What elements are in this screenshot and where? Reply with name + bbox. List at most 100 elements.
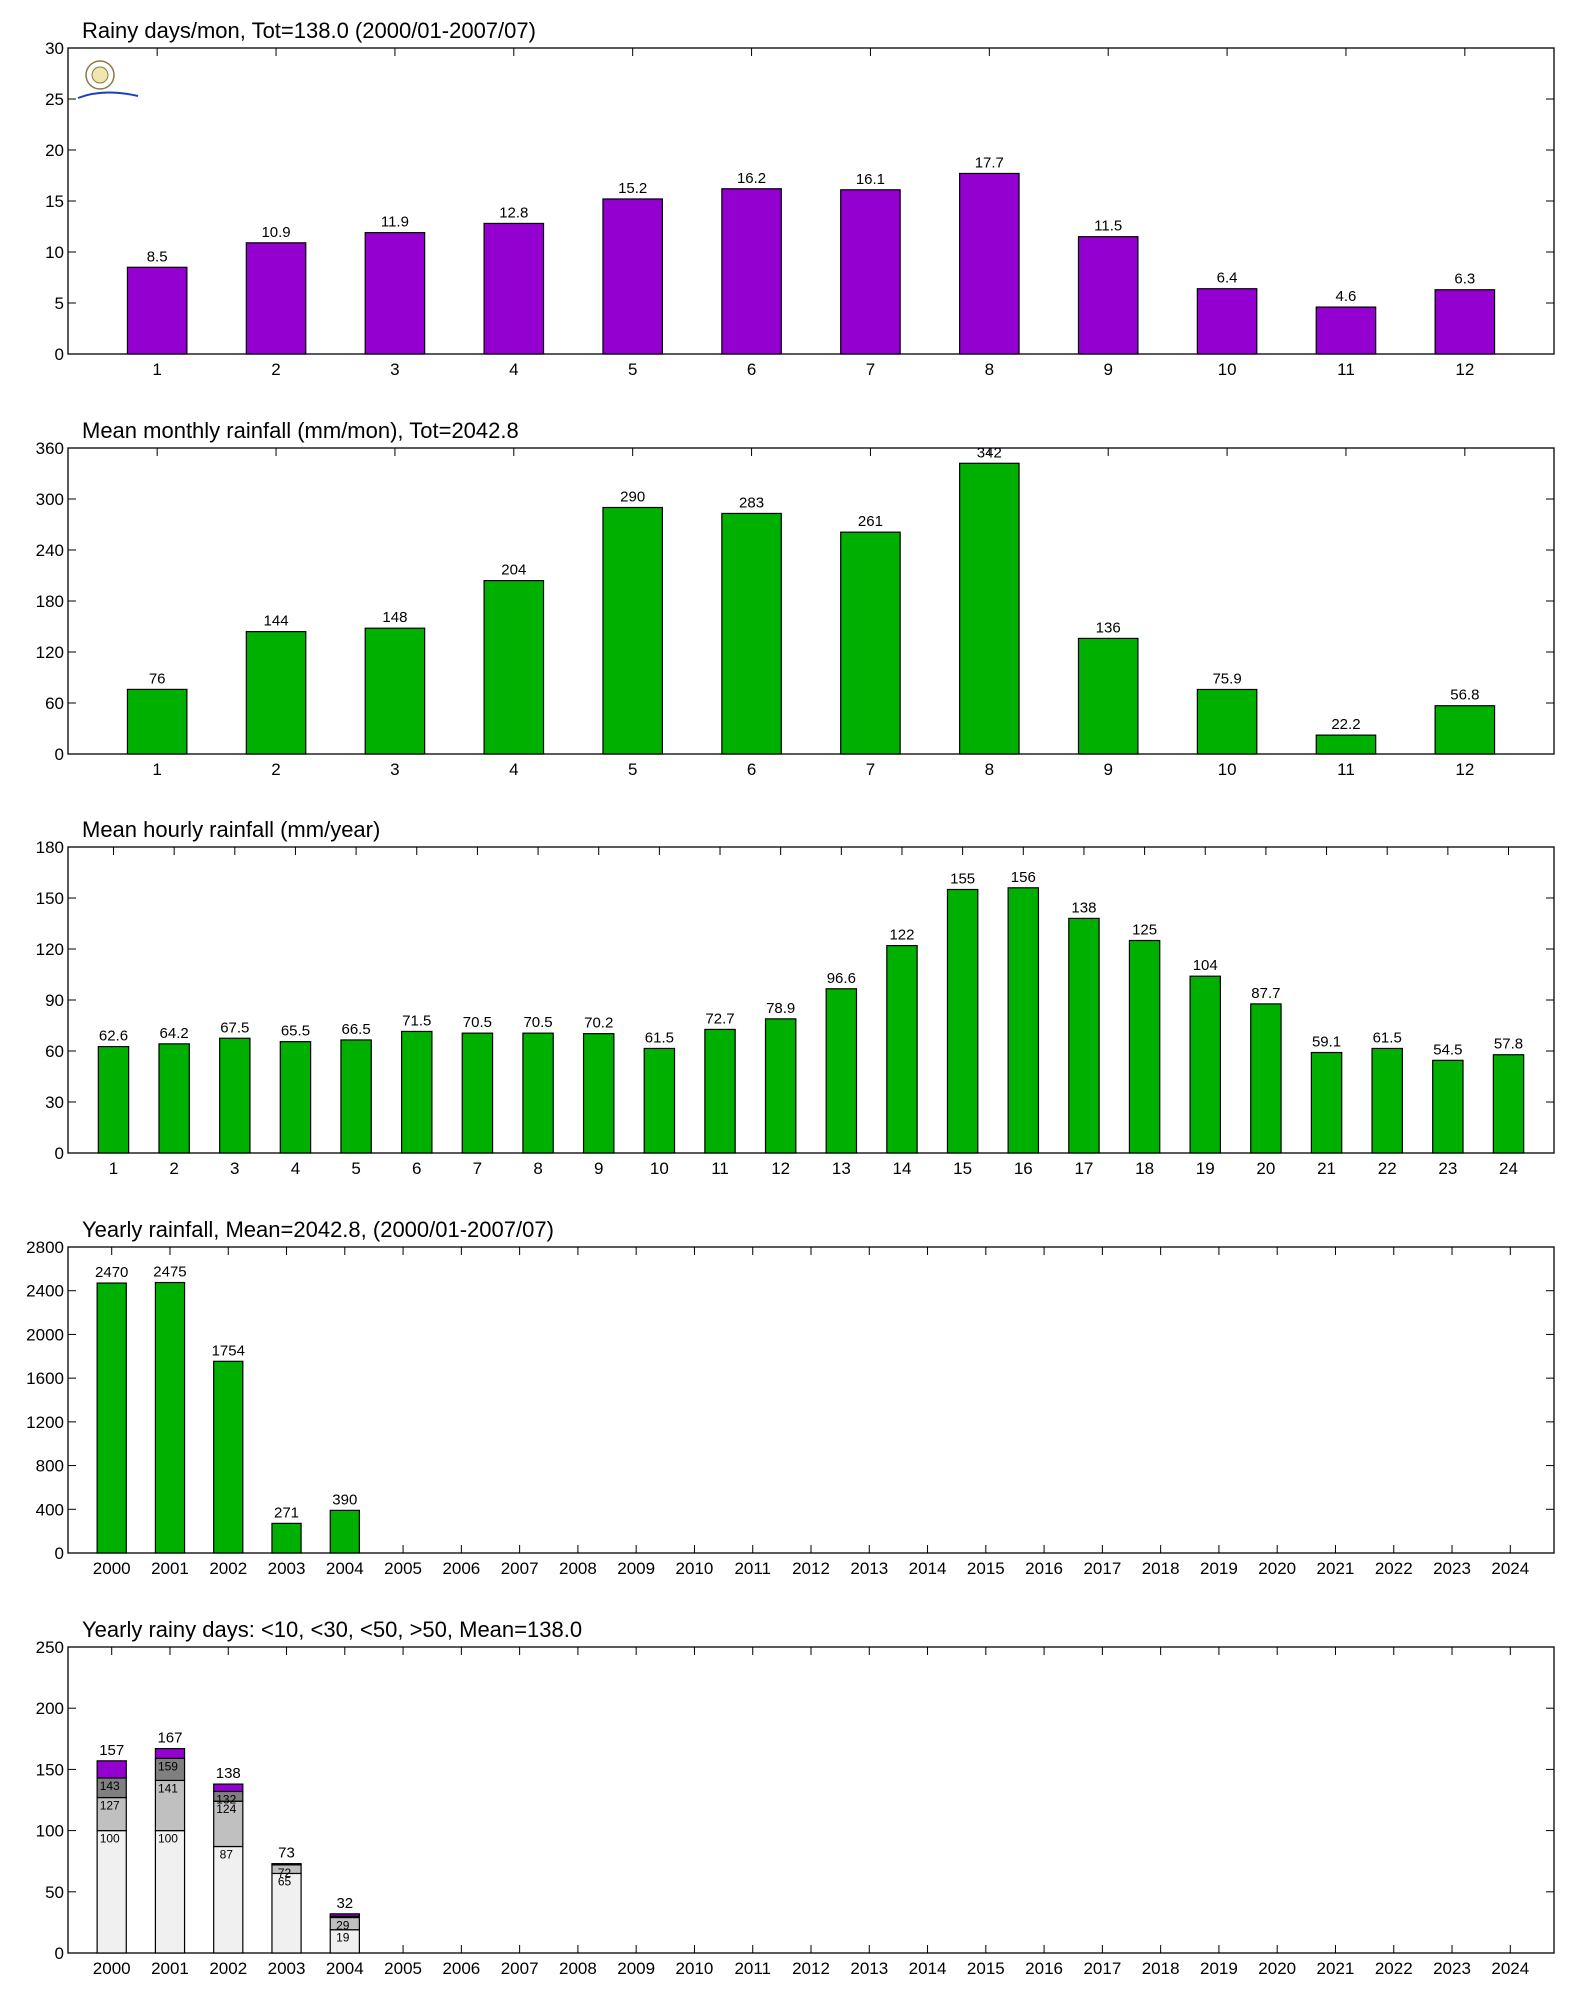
- segment-label: 100: [100, 1832, 120, 1846]
- segment-label: 19: [336, 1931, 350, 1945]
- y-tick-label: 30: [45, 1093, 64, 1112]
- bar-segment: [213, 1800, 244, 1848]
- x-tick-label: 2019: [1200, 1959, 1238, 1978]
- panel-yearly-rainy-days: Yearly rainy days: <10, <30, <50, >50, M…: [36, 1617, 1555, 1978]
- bar: [1007, 887, 1040, 1154]
- bar: [340, 1039, 372, 1154]
- data-label: 59.1: [1312, 1034, 1341, 1051]
- data-label: 62.6: [99, 1028, 128, 1045]
- x-tick-label: 2016: [1025, 1959, 1063, 1978]
- y-tick-label: 5: [55, 294, 64, 313]
- bar: [1250, 1003, 1282, 1154]
- data-label: 6.3: [1454, 271, 1475, 288]
- x-tick-label: 17: [1074, 1159, 1093, 1178]
- total-label: 32: [336, 1895, 353, 1912]
- x-tick-label: 2011: [734, 1959, 771, 1978]
- x-tick-label: 5: [628, 760, 637, 779]
- x-tick-label: 2005: [384, 1959, 422, 1978]
- x-tick-label: 10: [650, 1159, 669, 1178]
- x-tick-label: 2002: [209, 1559, 247, 1578]
- bar: [721, 188, 782, 355]
- y-tick-label: 20: [45, 141, 64, 160]
- y-tick-label: 120: [36, 643, 64, 662]
- x-tick-label: 2024: [1491, 1559, 1529, 1578]
- bar: [958, 172, 1020, 355]
- x-tick-label: 2018: [1142, 1559, 1180, 1578]
- x-tick-label: 2006: [442, 1559, 480, 1578]
- x-tick-label: 14: [893, 1159, 912, 1178]
- panel-title: Rainy days/mon, Tot=138.0 (2000/01-2007/…: [82, 18, 536, 43]
- x-tick-label: 2013: [850, 1559, 888, 1578]
- data-label: 271: [274, 1504, 299, 1521]
- x-tick-label: 2007: [501, 1559, 539, 1578]
- x-tick-label: 2002: [209, 1959, 247, 1978]
- y-tick-label: 100: [36, 1822, 64, 1841]
- bar-segment: [96, 1760, 127, 1779]
- data-label: 57.8: [1494, 1036, 1523, 1053]
- data-label: 78.9: [766, 1000, 795, 1017]
- bar: [721, 512, 782, 755]
- bar-segment: [271, 1863, 302, 1866]
- x-tick-label: 2012: [792, 1559, 830, 1578]
- y-tick-label: 400: [36, 1500, 64, 1519]
- y-tick-label: 300: [36, 490, 64, 509]
- y-tick-label: 30: [45, 39, 64, 58]
- y-tick-label: 150: [36, 889, 64, 908]
- y-tick-label: 0: [55, 1144, 64, 1163]
- segment-label: 72: [278, 1866, 292, 1880]
- x-tick-label: 1: [152, 760, 161, 779]
- data-label: 70.2: [584, 1015, 613, 1032]
- y-tick-label: 2400: [26, 1282, 64, 1301]
- x-tick-label: 2: [271, 360, 280, 379]
- y-tick-label: 1200: [26, 1413, 64, 1432]
- bar: [364, 627, 426, 755]
- x-tick-label: 2003: [268, 1959, 306, 1978]
- data-label: 122: [889, 927, 914, 944]
- bar-segment: [154, 1779, 186, 1832]
- bar: [279, 1041, 312, 1154]
- total-label: 138: [216, 1765, 241, 1782]
- panel-title: Mean hourly rainfall (mm/year): [82, 817, 380, 842]
- x-tick-label: 2001: [151, 1959, 189, 1978]
- data-label: 70.5: [523, 1014, 552, 1031]
- data-label: 1754: [212, 1342, 245, 1359]
- x-tick-label: 4: [509, 760, 518, 779]
- bar: [958, 462, 1020, 755]
- bar: [126, 688, 188, 755]
- x-tick-label: 6: [412, 1159, 421, 1178]
- bar: [245, 630, 307, 755]
- x-tick-label: 2017: [1083, 1559, 1121, 1578]
- bar-segment: [154, 1747, 186, 1759]
- x-tick-label: 1: [152, 360, 161, 379]
- x-tick-label: 2020: [1258, 1559, 1296, 1578]
- x-tick-label: 5: [628, 360, 637, 379]
- x-tick-label: 2018: [1142, 1959, 1180, 1978]
- y-tick-label: 0: [55, 1944, 64, 1963]
- bar: [364, 232, 426, 355]
- bar: [126, 266, 188, 355]
- panel-mean-monthly-rainfall: Mean monthly rainfall (mm/mon), Tot=2042…: [36, 418, 1555, 779]
- data-label: 16.1: [856, 171, 885, 188]
- data-label: 56.8: [1450, 687, 1479, 704]
- data-label: 125: [1132, 922, 1157, 939]
- segment-label: 29: [336, 1919, 350, 1933]
- x-tick-label: 2023: [1433, 1959, 1471, 1978]
- bar: [1196, 688, 1258, 755]
- data-label: 66.5: [342, 1021, 371, 1038]
- y-tick-label: 150: [36, 1760, 64, 1779]
- segment-label: 124: [216, 1802, 236, 1816]
- y-tick-label: 2000: [26, 1325, 64, 1344]
- bar-segment: [154, 1829, 186, 1954]
- data-label: 11.9: [381, 214, 409, 231]
- x-tick-label: 23: [1438, 1159, 1457, 1178]
- data-label: 148: [382, 609, 407, 626]
- bar: [1432, 1059, 1464, 1154]
- data-label: 6.4: [1217, 270, 1238, 287]
- data-label: 390: [332, 1491, 357, 1508]
- data-label: 22.2: [1331, 716, 1360, 733]
- y-tick-label: 60: [45, 694, 64, 713]
- data-label: 283: [739, 494, 764, 511]
- data-label: 76: [149, 670, 166, 687]
- segment-label: 141: [158, 1781, 178, 1795]
- bar: [825, 988, 858, 1154]
